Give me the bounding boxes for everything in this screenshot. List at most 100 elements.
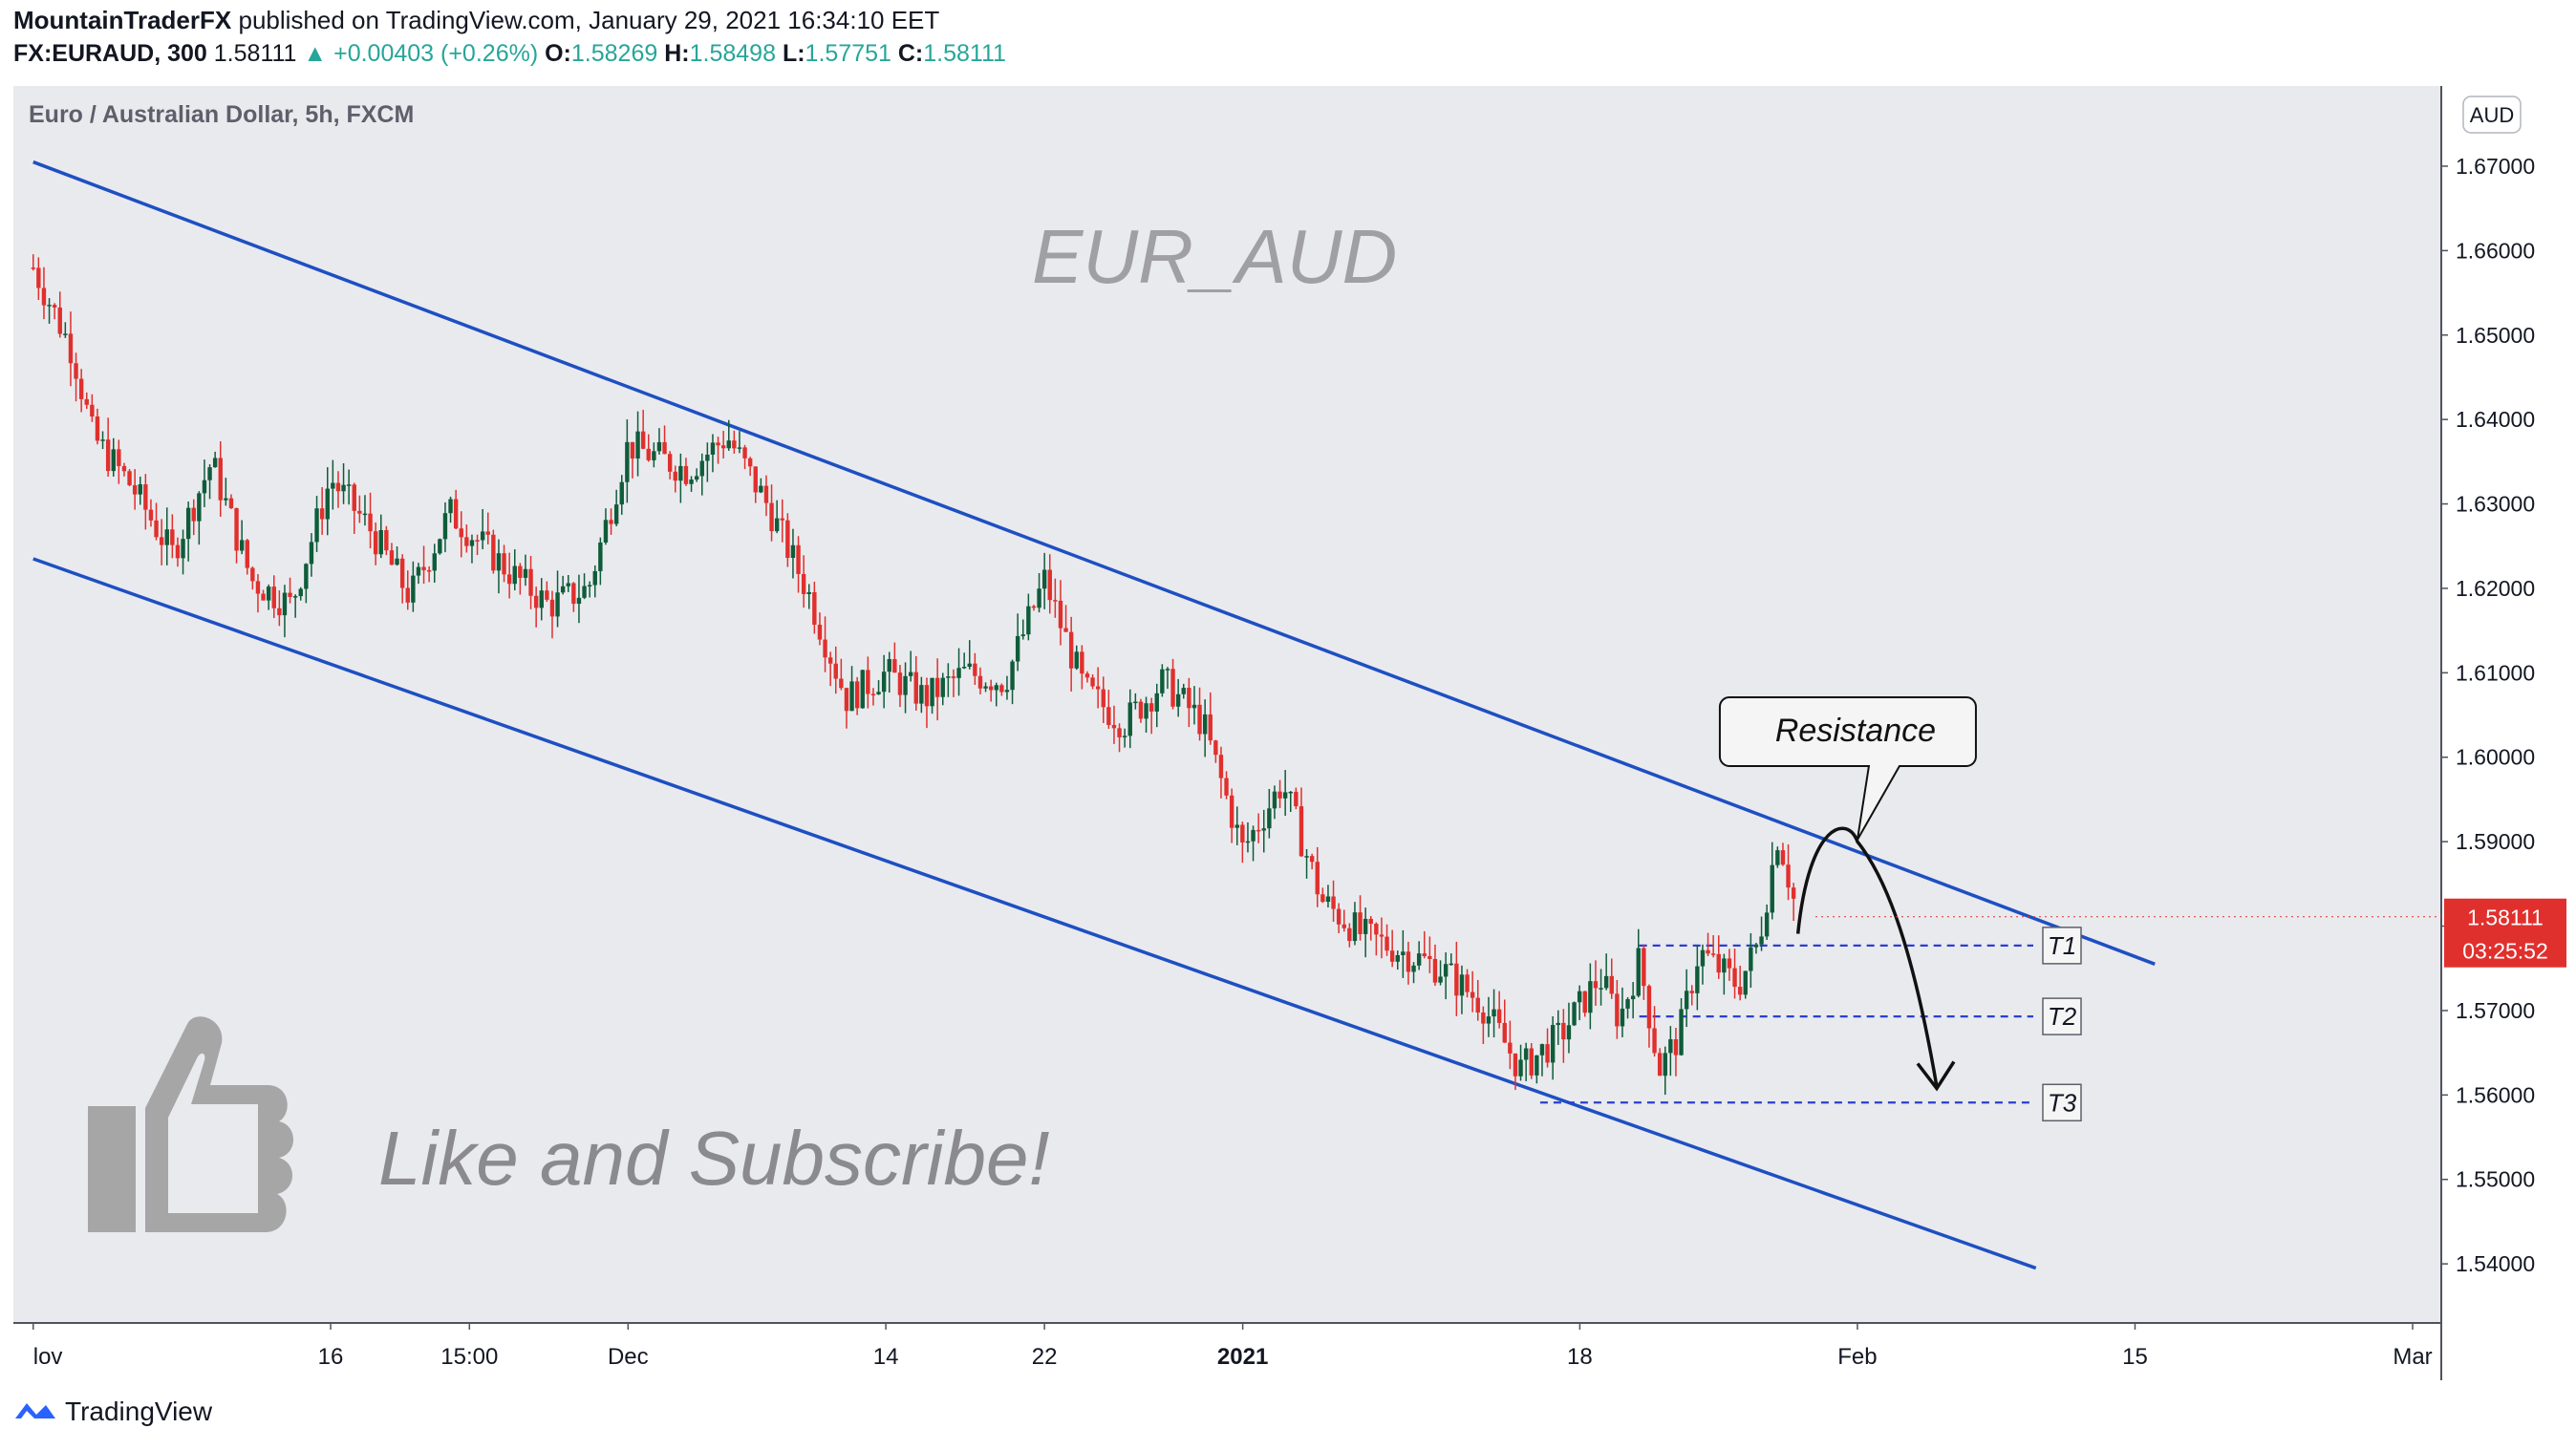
candle-body xyxy=(1615,993,1620,1027)
candle-body xyxy=(1695,966,1700,993)
candle-body xyxy=(480,531,485,541)
y-tick-label: 1.54000 xyxy=(2456,1251,2535,1276)
candle-body xyxy=(1277,791,1282,799)
target-box-t1[interactable] xyxy=(2042,927,2082,965)
candle-body xyxy=(239,540,245,551)
candle-body xyxy=(31,267,35,269)
target-box-t3[interactable] xyxy=(2042,1083,2082,1122)
candle-body xyxy=(1063,628,1068,632)
candle-body xyxy=(1165,669,1170,671)
candle-body xyxy=(806,591,811,594)
candle-body xyxy=(854,681,860,709)
candle-body xyxy=(983,686,988,689)
candle-body xyxy=(309,542,314,565)
channel-line-upper[interactable] xyxy=(32,160,2156,966)
thumbs-up-icon xyxy=(88,1016,293,1232)
candle-body xyxy=(1561,1022,1566,1040)
candle-body xyxy=(951,676,956,678)
candle-body xyxy=(1508,1042,1513,1054)
candle-body xyxy=(1389,950,1395,962)
candle-body xyxy=(78,378,84,399)
candle-body xyxy=(860,670,865,709)
candle-body xyxy=(635,431,640,459)
candle-body xyxy=(399,558,405,588)
channel-line-lower[interactable] xyxy=(32,557,2037,1270)
publish-info: MountainTraderFX published on TradingVie… xyxy=(13,6,939,35)
candle-body xyxy=(352,484,356,511)
candle-body xyxy=(1523,1048,1529,1060)
target-box-t2[interactable] xyxy=(2042,997,2082,1035)
candle-body xyxy=(555,592,560,617)
candle-body xyxy=(395,558,399,565)
candle-body xyxy=(919,685,924,704)
candle-body xyxy=(720,445,726,449)
candle-body xyxy=(988,686,994,691)
candle-body xyxy=(1037,588,1041,608)
candle-body xyxy=(1074,651,1079,669)
candle-body xyxy=(1187,688,1191,709)
candle-body xyxy=(587,585,592,586)
candle-body xyxy=(1175,693,1181,707)
candle-body xyxy=(833,663,838,679)
candle-body xyxy=(1582,991,1587,1013)
candle-body xyxy=(1663,1053,1667,1077)
time-axis-background[interactable] xyxy=(13,1323,2440,1380)
resistance-label: Resistance xyxy=(1775,713,1936,749)
last-price-tag[interactable] xyxy=(2444,898,2566,968)
published-text: published on TradingView.com, January 29… xyxy=(238,6,940,34)
currency-unit-label: AUD xyxy=(2470,103,2514,127)
candle-body xyxy=(769,502,774,532)
ohlc-bar: FX:EURAUD, 300 1.58111 ▲ +0.00403 (+0.26… xyxy=(13,40,1006,68)
candle-body xyxy=(1636,948,1641,996)
candle-body xyxy=(1486,1016,1492,1024)
candle-body xyxy=(1160,669,1165,693)
candle-body xyxy=(1422,953,1427,957)
candle-body xyxy=(1325,896,1331,903)
candle-body xyxy=(1406,951,1411,972)
candle-body xyxy=(1138,701,1144,719)
candle-body xyxy=(1620,1008,1625,1027)
candle-body xyxy=(1706,949,1710,954)
currency-unit-box[interactable] xyxy=(2462,96,2522,134)
high-value: 1.58498 xyxy=(689,40,776,67)
candle-body xyxy=(57,307,62,334)
publisher-name[interactable]: MountainTraderFX xyxy=(13,6,232,34)
candle-body xyxy=(185,507,191,540)
candle-body xyxy=(518,565,523,578)
candle-body xyxy=(924,685,930,707)
candle-body xyxy=(202,480,207,494)
candle-body xyxy=(1529,1048,1534,1076)
tradingview-footer[interactable]: TradingView xyxy=(13,1397,212,1427)
candle-body xyxy=(609,520,613,524)
projection-arrow[interactable] xyxy=(1795,826,1939,1087)
candle-body xyxy=(1080,651,1084,674)
candle-body xyxy=(1657,1053,1663,1077)
candle-body xyxy=(1218,755,1224,778)
candle-body xyxy=(1743,970,1748,995)
candle-body xyxy=(678,465,683,481)
candle-body xyxy=(1465,974,1470,992)
candle-body xyxy=(796,544,801,574)
candle-body xyxy=(625,441,630,482)
candle-body xyxy=(496,553,502,571)
resistance-callout[interactable] xyxy=(1718,696,1977,841)
candle-body xyxy=(1518,1059,1523,1077)
candle-body xyxy=(1513,1053,1518,1077)
candle-body xyxy=(576,597,582,605)
y-tick-label: 1.63000 xyxy=(2456,492,2535,517)
candle-body xyxy=(304,564,309,589)
candle-body xyxy=(1101,689,1106,708)
candle-body xyxy=(1599,988,1603,990)
candle-body xyxy=(346,484,352,486)
price-axis-background[interactable] xyxy=(2442,86,2574,1323)
candle-body xyxy=(1775,850,1780,865)
candle-body xyxy=(164,529,169,545)
candle-body xyxy=(485,531,490,535)
candle-body xyxy=(138,484,142,495)
subscribe-text: Like and Subscribe! xyxy=(378,1116,1050,1201)
candle-body xyxy=(1722,958,1727,973)
candle-body xyxy=(1229,795,1234,828)
candle-body xyxy=(892,659,897,673)
candle-body xyxy=(1015,635,1020,662)
